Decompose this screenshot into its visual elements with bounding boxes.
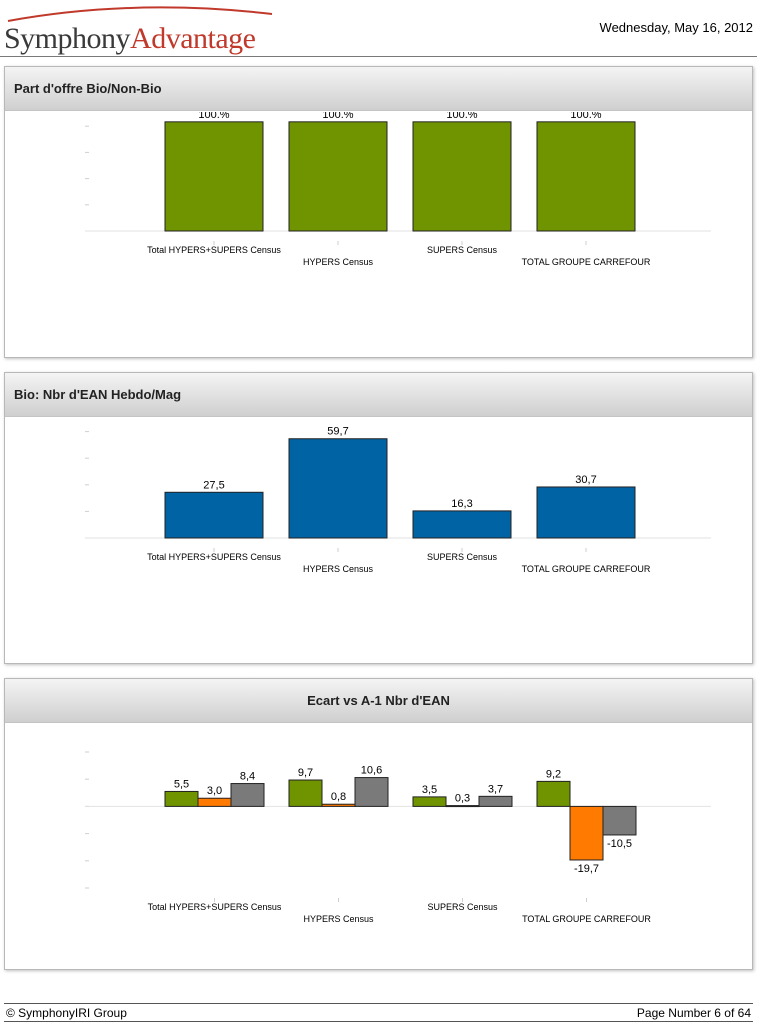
bar-supers-census-s0 (412, 796, 447, 807)
category-label-supers-census: SUPERS Census (427, 245, 498, 255)
data-label-total-hypers-supers-census-s2: 8,4 (240, 771, 255, 783)
bar-total-groupe-carrefour-s0 (536, 780, 571, 807)
bar-supers-census-s1 (445, 805, 480, 808)
footer-copyright: © SymphonyIRI Group (6, 1006, 127, 1020)
data-label-hypers-census-s0: 9,7 (298, 767, 313, 779)
data-label-supers-census-s0: 3,5 (422, 784, 437, 796)
panel-ecart: Ecart vs A-1 Nbr d'EAN Total HYPERS+SUPE… (4, 678, 753, 970)
logo-text: SymphonyAdvantage (4, 22, 256, 56)
bar-hypers-census-s2 (354, 777, 389, 807)
bar-total-hypers-supers-census-s2 (230, 783, 265, 807)
bar-supers-census-s0 (412, 121, 512, 232)
bar-total-groupe-carrefour-s2 (602, 805, 637, 836)
data-label-hypers-census-s0: 59,7 (327, 426, 348, 438)
bar-hypers-census-s0 (288, 121, 388, 232)
page-footer: © SymphonyIRI Group Page Number 6 of 64 (4, 1003, 753, 1022)
category-label-total-groupe-carrefour: TOTAL GROUPE CARREFOUR (522, 564, 651, 574)
category-label-total-hypers-supers-census: Total HYPERS+SUPERS Census (147, 552, 281, 562)
bar-total-groupe-carrefour-s0 (536, 486, 636, 539)
data-label-total-hypers-supers-census-s0: 27,5 (203, 479, 224, 491)
bar-total-groupe-carrefour-s0 (536, 121, 636, 232)
data-label-supers-census-s0: 16,3 (451, 498, 472, 510)
logo-symphony: Symphony (4, 22, 131, 55)
panel-part-offre: Part d'offre Bio/Non-Bio Total HYPERS+SU… (4, 66, 753, 358)
chart-nbr-ean: Total HYPERS+SUPERS Census 27,5 HYPERS Cen… (85, 426, 711, 574)
panel-title: Part d'offre Bio/Non-Bio (5, 67, 752, 111)
footer-page-number: Page Number 6 of 64 (636, 1006, 751, 1020)
panel-title: Ecart vs A-1 Nbr d'EAN (5, 679, 752, 723)
data-label-total-groupe-carrefour-s1: -19,7 (574, 863, 599, 875)
logo-swoosh-icon (7, 6, 273, 22)
bar-hypers-census-s1 (321, 803, 356, 807)
bar-supers-census-s2 (478, 795, 513, 807)
data-label-supers-census-s2: 3,7 (488, 783, 503, 795)
bar-total-hypers-supers-census-s0 (164, 790, 199, 807)
data-label-hypers-census-s1: 0,8 (331, 791, 346, 803)
category-label-total-groupe-carrefour: TOTAL GROUPE CARREFOUR (522, 914, 651, 924)
data-label-total-hypers-supers-census-s1: 3,0 (207, 785, 222, 797)
category-label-hypers-census: HYPERS Census (303, 914, 374, 924)
data-label-supers-census-s1: 0,3 (455, 793, 470, 805)
category-label-hypers-census: HYPERS Census (303, 564, 374, 574)
bar-hypers-census-s0 (288, 779, 323, 807)
data-label-total-groupe-carrefour-s2: -10,5 (607, 838, 632, 850)
bar-total-groupe-carrefour-s1 (569, 805, 604, 861)
logo-advantage: Advantage (130, 22, 256, 55)
bar-supers-census-s0 (412, 510, 512, 539)
bar-hypers-census-s0 (288, 438, 388, 539)
data-label-total-hypers-supers-census-s0: 100.% (198, 112, 229, 121)
bar-total-hypers-supers-census-s1 (197, 797, 232, 807)
page-header: SymphonyAdvantage Wednesday, May 16, 201… (0, 0, 757, 57)
category-label-total-groupe-carrefour: TOTAL GROUPE CARREFOUR (522, 257, 651, 267)
data-label-supers-census-s0: 100.% (446, 112, 477, 121)
data-label-total-groupe-carrefour-s0: 100.% (570, 112, 601, 121)
category-label-supers-census: SUPERS Census (427, 902, 498, 912)
category-label-supers-census: SUPERS Census (427, 552, 498, 562)
data-label-total-groupe-carrefour-s0: 30,7 (575, 474, 596, 486)
data-label-hypers-census-s2: 10,6 (361, 765, 382, 777)
bar-total-hypers-supers-census-s0 (164, 121, 264, 232)
panel-nbr-ean: Bio: Nbr d'EAN Hebdo/Mag Total HYPERS+SU… (4, 372, 753, 664)
panel-title: Bio: Nbr d'EAN Hebdo/Mag (5, 373, 752, 417)
data-label-total-groupe-carrefour-s0: 9,2 (546, 768, 561, 780)
report-date: Wednesday, May 16, 2012 (599, 20, 753, 35)
bar-total-hypers-supers-census-s0 (164, 491, 264, 539)
data-label-total-hypers-supers-census-s0: 5,5 (174, 778, 189, 790)
chart-part-offre: Total HYPERS+SUPERS Census 100.% HYPERS Ce… (85, 112, 711, 267)
category-label-total-hypers-supers-census: Total HYPERS+SUPERS Census (147, 245, 281, 255)
category-label-hypers-census: HYPERS Census (303, 257, 374, 267)
symphony-advantage-logo: SymphonyAdvantage (4, 4, 279, 56)
category-label-total-hypers-supers-census: Total HYPERS+SUPERS Census (148, 902, 282, 912)
chart-ecart: Total HYPERS+SUPERS Census 5,5 3,0 8,4 HYPER… (85, 751, 711, 924)
data-label-hypers-census-s0: 100.% (322, 112, 353, 121)
